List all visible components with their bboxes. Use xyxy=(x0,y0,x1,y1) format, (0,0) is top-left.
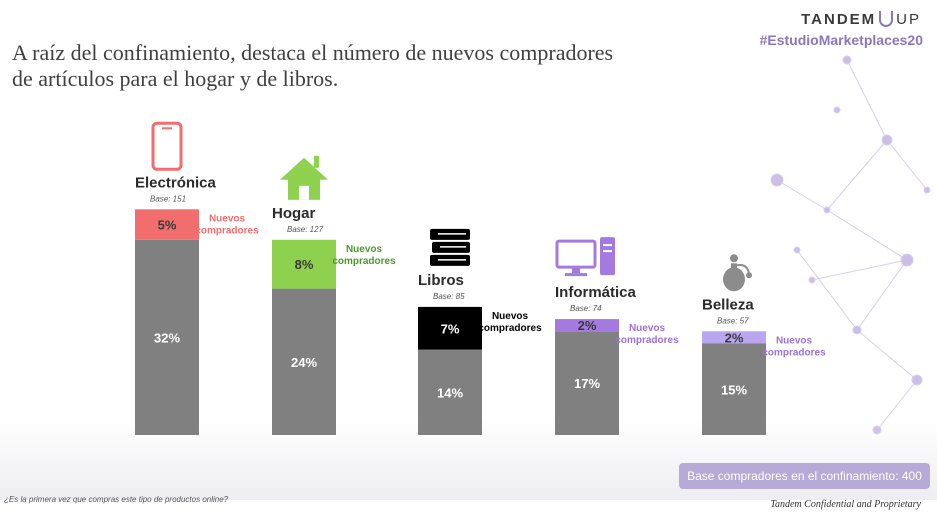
base-label-hogar: Base: 127 xyxy=(287,225,324,234)
bar-base-electronica xyxy=(135,239,199,435)
annotation-hogar: Nuevos compradores xyxy=(332,244,396,267)
bar-new-libros xyxy=(418,306,482,350)
perfume-bottle-icon xyxy=(723,254,752,292)
data-label-base-libros: 14% xyxy=(437,385,463,400)
category-label-electronica: Electrónica xyxy=(135,174,217,191)
title-line-1: A raíz del confinamiento, destaca el núm… xyxy=(12,40,614,65)
data-label-base-informatica: 17% xyxy=(574,376,600,391)
annotation-electronica: Nuevos compradores xyxy=(195,213,259,236)
category-label-hogar: Hogar xyxy=(272,205,316,222)
title-line-2: de artículos para el hogar y de libros. xyxy=(12,66,339,91)
annotation-belleza: Nuevos compradores xyxy=(762,335,826,358)
computer-icon xyxy=(555,237,615,277)
data-label-new-libros: 7% xyxy=(441,321,460,336)
brand-up: UP xyxy=(896,11,921,28)
category-label-informatica: Informática xyxy=(555,284,637,301)
brand-logo: TANDEM UP xyxy=(801,11,921,28)
data-label-base-belleza: 15% xyxy=(721,382,747,397)
page-title: A raíz del confinamiento, destaca el núm… xyxy=(12,40,712,92)
confidential-note: Tandem Confidential and Proprietary xyxy=(770,499,921,510)
bar-base-informatica xyxy=(555,331,619,435)
bar-base-hogar xyxy=(272,288,336,435)
data-label-new-informatica: 2% xyxy=(578,318,597,333)
brand-mark xyxy=(879,11,894,27)
category-label-libros: Libros xyxy=(418,272,464,289)
smartphone-icon xyxy=(151,121,183,171)
base-label-belleza: Base: 57 xyxy=(717,316,749,325)
base-label-electronica: Base: 151 xyxy=(150,194,186,203)
brand-name: TANDEM xyxy=(801,11,877,28)
books-icon xyxy=(430,228,470,266)
bar-new-hogar xyxy=(272,239,336,289)
annotation-informatica: Nuevos compradores xyxy=(615,323,679,346)
base-total-badge: Base compradores en el confinamiento: 40… xyxy=(679,463,930,489)
data-label-new-electronica: 5% xyxy=(158,218,177,233)
data-label-base-hogar: 24% xyxy=(291,355,317,370)
annotation-libros: Nuevos compradores xyxy=(478,311,542,334)
bar-new-belleza xyxy=(702,331,766,344)
bar-new-electronica xyxy=(135,209,199,240)
data-label-new-belleza: 2% xyxy=(725,330,744,345)
bar-new-informatica xyxy=(555,319,619,332)
bar-base-belleza xyxy=(702,343,766,435)
category-label-belleza: Belleza xyxy=(702,296,754,313)
house-icon xyxy=(280,155,328,200)
base-label-informatica: Base: 74 xyxy=(570,304,602,313)
hashtag: #EstudioMarketplaces20 xyxy=(759,32,923,48)
data-label-base-electronica: 32% xyxy=(154,330,180,345)
base-label-libros: Base: 85 xyxy=(433,292,465,301)
data-label-new-hogar: 8% xyxy=(295,257,314,272)
bar-base-libros xyxy=(418,349,482,435)
footnote: ¿Es la primera vez que compras este tipo… xyxy=(4,495,229,504)
